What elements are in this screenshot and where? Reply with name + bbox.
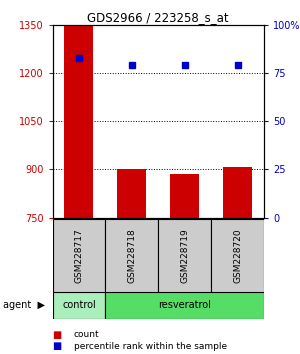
Text: agent  ▶: agent ▶ (3, 300, 45, 310)
Title: GDS2966 / 223258_s_at: GDS2966 / 223258_s_at (87, 11, 229, 24)
Text: count: count (74, 330, 99, 339)
Text: GSM228720: GSM228720 (233, 228, 242, 283)
Text: ■: ■ (52, 341, 62, 351)
Text: resveratrol: resveratrol (158, 300, 211, 310)
Text: GSM228717: GSM228717 (74, 228, 83, 283)
Bar (105, 292, 264, 319)
Bar (223, 167, 252, 218)
Bar (170, 174, 199, 218)
Bar (211, 219, 264, 292)
Text: GSM228719: GSM228719 (180, 228, 189, 283)
Bar (158, 219, 211, 292)
Text: GSM228718: GSM228718 (127, 228, 136, 283)
Text: ■: ■ (52, 330, 62, 339)
Text: control: control (62, 300, 96, 310)
Bar (105, 219, 158, 292)
Bar (52, 219, 105, 292)
Text: percentile rank within the sample: percentile rank within the sample (74, 342, 226, 351)
Bar (117, 170, 146, 218)
Bar (64, 27, 94, 218)
Bar (52, 292, 105, 319)
